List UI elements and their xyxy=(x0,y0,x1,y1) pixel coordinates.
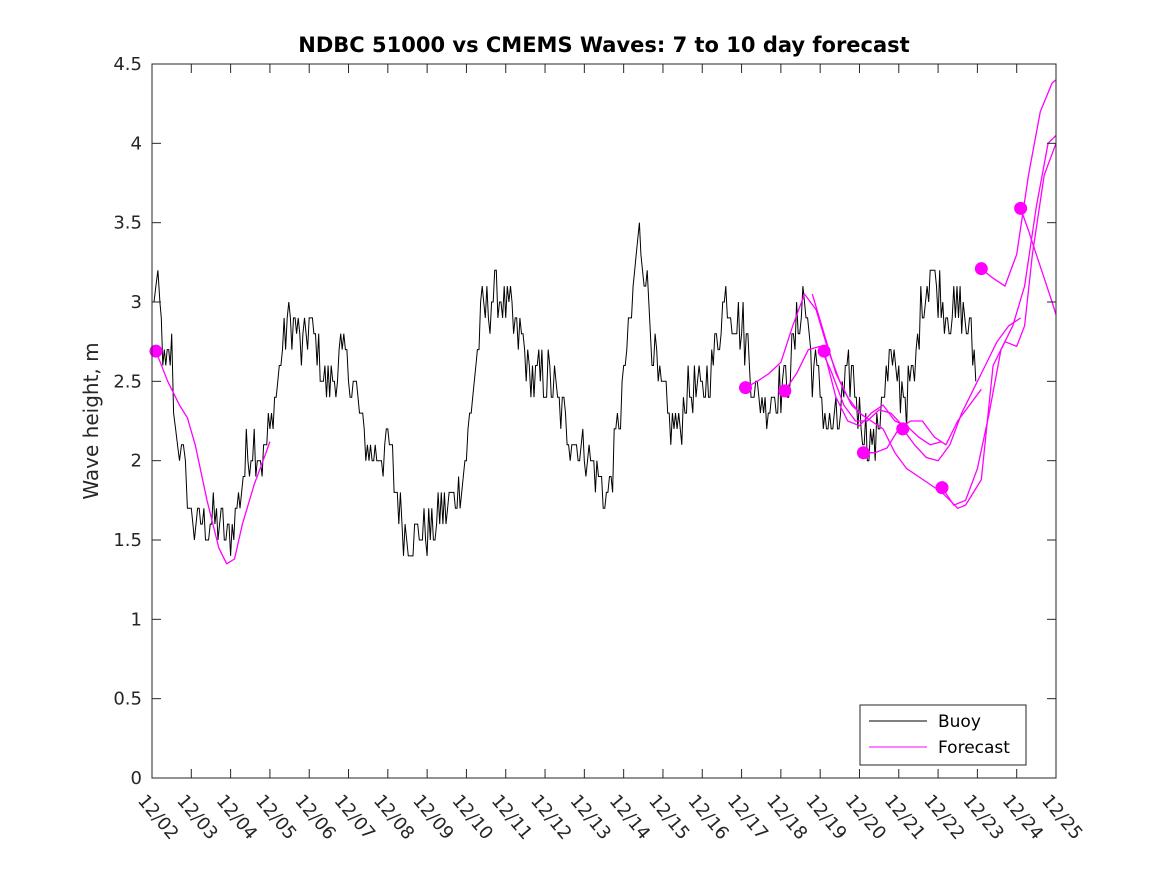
y-tick-label: 4 xyxy=(131,133,142,154)
forecast-marker xyxy=(974,262,988,276)
forecast-series xyxy=(155,79,1057,565)
forecast-line xyxy=(784,345,904,427)
y-tick-label: 1.5 xyxy=(113,530,142,551)
buoy-series xyxy=(152,222,977,557)
chart-title: NDBC 51000 vs CMEMS Waves: 7 to 10 day f… xyxy=(298,33,909,57)
y-tick-label: 3 xyxy=(131,292,142,313)
forecast-line xyxy=(1019,208,1057,315)
legend: Buoy Forecast xyxy=(859,704,1027,766)
plot-frame xyxy=(151,63,1057,779)
forecast-line xyxy=(155,350,271,565)
buoy-line xyxy=(152,222,977,557)
y-tick-label: 0.5 xyxy=(113,689,142,710)
forecast-marker xyxy=(896,422,910,436)
legend-box xyxy=(859,704,1027,766)
y-tick-label: 0 xyxy=(131,768,142,789)
forecast-line xyxy=(823,351,943,446)
forecast-line xyxy=(863,388,982,454)
forecast-markers xyxy=(149,201,1028,495)
forecast-marker xyxy=(149,344,163,358)
forecast-line xyxy=(902,317,1021,462)
legend-forecast-label: Forecast xyxy=(938,738,1010,758)
y-axis-ticks: 0 0.5 1 1.5 2 2.5 3 3.5 4 4.5 xyxy=(113,54,1056,789)
y-tick-label: 1 xyxy=(131,609,142,630)
forecast-marker xyxy=(1014,201,1028,215)
y-axis-label: Wave height, m xyxy=(79,342,103,499)
forecast-marker xyxy=(778,384,792,398)
y-tick-label: 3.5 xyxy=(113,213,142,234)
plot-area xyxy=(152,64,1056,778)
forecast-marker xyxy=(738,381,752,395)
forecast-marker xyxy=(856,446,870,460)
legend-buoy-label: Buoy xyxy=(938,712,981,732)
forecast-marker xyxy=(935,481,949,495)
forecast-marker xyxy=(817,344,831,358)
y-tick-label: 2.5 xyxy=(113,371,142,392)
y-tick-label: 2 xyxy=(131,451,142,472)
forecast-line xyxy=(811,143,1057,509)
y-tick-label: 4.5 xyxy=(113,54,142,75)
